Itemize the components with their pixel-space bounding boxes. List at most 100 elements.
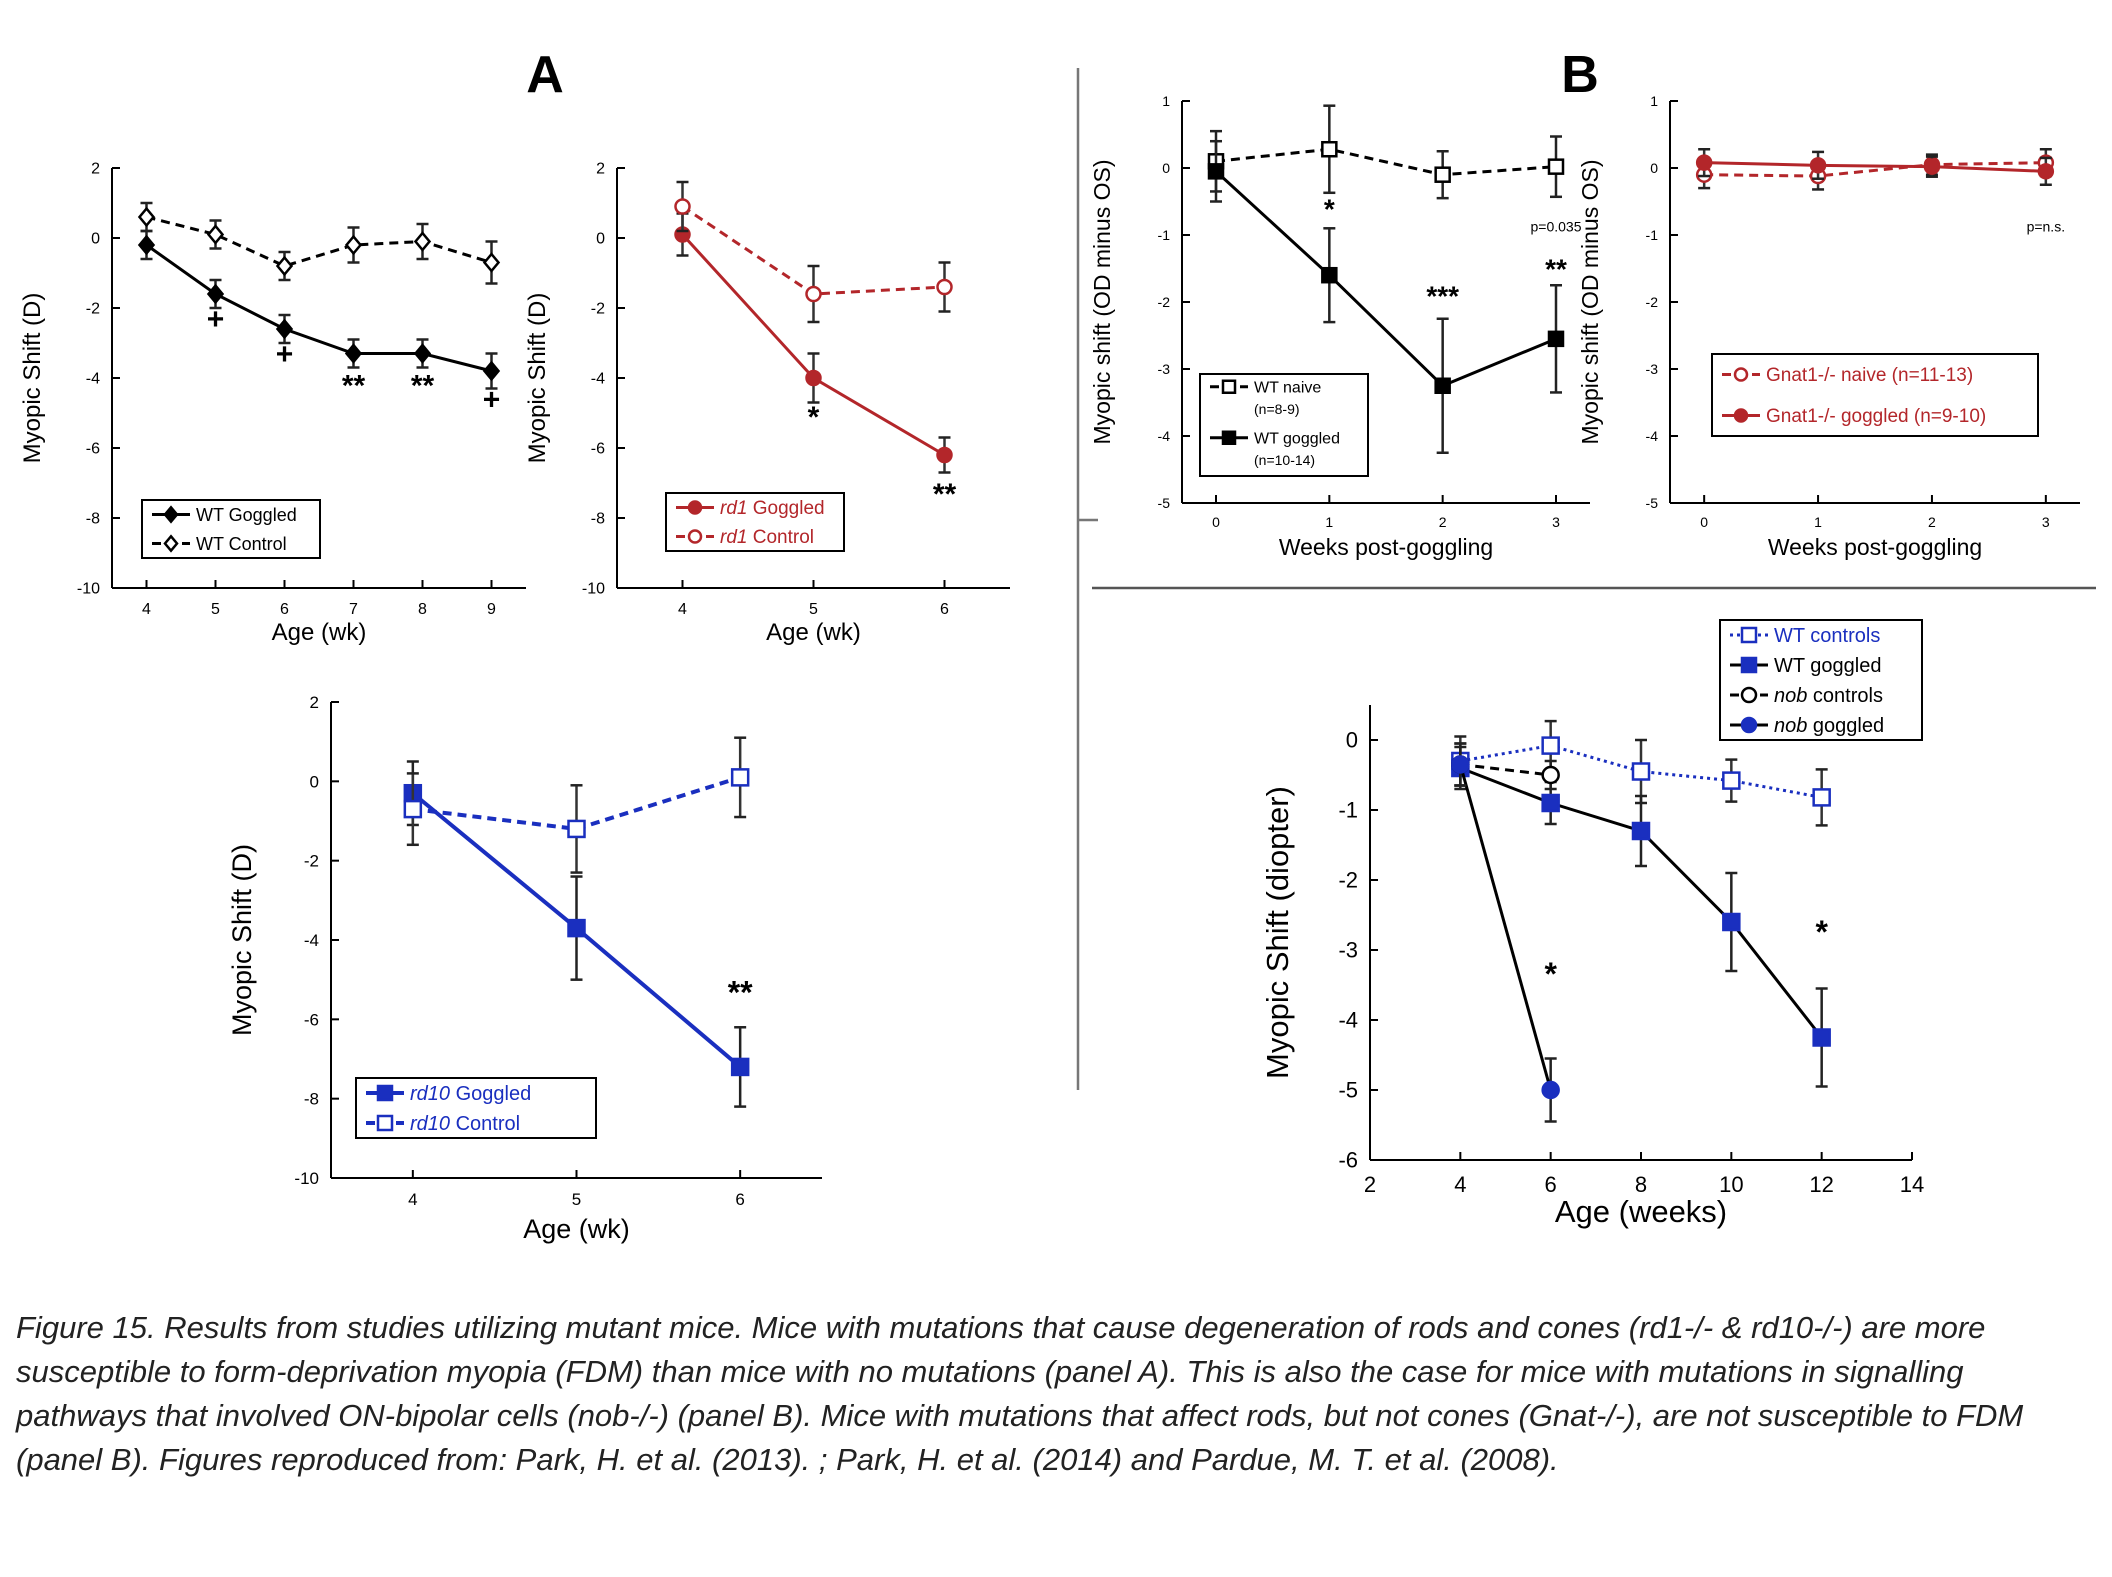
y-tick-label: -4 — [1646, 428, 1659, 444]
y-axis-label: Myopic Shift (D) — [524, 293, 551, 464]
data-point — [482, 252, 501, 273]
y-tick-label: -1 — [1338, 798, 1358, 823]
series-2 — [1207, 139, 1565, 454]
x-tick-label: 1 — [1814, 514, 1822, 530]
annotation: p=n.s. — [2027, 219, 2066, 235]
legend-marker — [1221, 379, 1237, 394]
series-line — [1704, 161, 2046, 173]
legend-label: Gnat1-/- goggled (n=9-10) — [1766, 406, 1986, 427]
annotation: * — [1544, 956, 1557, 992]
legend: WT Goggled WT Control — [141, 499, 321, 559]
series-line — [1458, 764, 1553, 1091]
x-tick-label: 0 — [1212, 514, 1220, 530]
legend: Gnat1-/- naive (n=11-13) Gnat1-/- goggled… — [1711, 353, 2039, 437]
data-point — [275, 318, 294, 340]
legend: WT naive (n=8-9) WT goggled (n=10-14) — [1199, 373, 1369, 477]
y-tick-label: -6 — [304, 1010, 319, 1029]
x-axis-label: Weeks post-goggling — [1279, 534, 1493, 560]
y-tick-label: -6 — [86, 441, 100, 458]
legend-marker — [1733, 408, 1749, 423]
y-tick-label: -8 — [86, 511, 100, 528]
y-axis-label: Myopic Shift (diopter) — [1260, 786, 1295, 1079]
series-1 — [137, 229, 501, 390]
y-tick-label: -6 — [1338, 1148, 1358, 1173]
y-axis-label: Myopic Shift (D) — [19, 293, 46, 464]
y-tick-label: -4 — [591, 371, 605, 388]
annotation: + — [207, 303, 225, 336]
data-point — [137, 206, 156, 228]
x-tick-label: 10 — [1719, 1172, 1743, 1197]
y-tick-label: 0 — [1650, 160, 1658, 176]
y-tick-label: -10 — [77, 581, 100, 598]
legend-label: rd10 Goggled — [410, 1083, 531, 1105]
x-tick-label: 4 — [408, 1190, 417, 1209]
x-tick-label: 8 — [1635, 1172, 1647, 1197]
annotation: p=0.035 — [1531, 219, 1582, 235]
x-tick-label: 5 — [809, 601, 818, 618]
legend: WT controls WT goggled nob controls nob gog… — [1719, 619, 1923, 741]
legend-box — [355, 1077, 597, 1139]
data-point — [1923, 158, 1941, 175]
y-tick-label: 0 — [91, 231, 100, 248]
data-point — [1812, 1028, 1831, 1047]
data-point — [1631, 821, 1651, 841]
x-tick-label: 5 — [572, 1190, 581, 1209]
x-axis-label: Age (weeks) — [1555, 1194, 1727, 1229]
annotation: * — [808, 401, 820, 434]
y-tick-label: -2 — [591, 301, 605, 318]
data-point — [730, 1057, 750, 1077]
x-axis-label: Age (wk) — [766, 619, 861, 646]
data-point — [1722, 771, 1741, 790]
legend-label: rd10 Control — [410, 1113, 520, 1135]
x-tick-label: 0 — [1700, 514, 1708, 530]
legend-label: WT goggled — [1254, 430, 1340, 447]
y-tick-label: -5 — [1338, 1078, 1358, 1103]
data-point — [413, 343, 432, 364]
y-tick-label: -2 — [1158, 294, 1171, 310]
y-tick-label: -10 — [294, 1169, 319, 1188]
data-point — [1631, 762, 1651, 781]
series-2 — [403, 736, 750, 874]
legend-marker — [1740, 626, 1758, 644]
y-axis-label: Myopic Shift (D) — [227, 844, 257, 1036]
data-point — [567, 918, 586, 938]
data-point — [403, 799, 423, 819]
x-axis-label: Age (wk) — [272, 619, 367, 646]
x-tick-label: 12 — [1809, 1172, 1833, 1197]
y-tick-label: 1 — [1650, 93, 1658, 109]
data-point — [1547, 330, 1565, 348]
data-point — [1541, 736, 1560, 755]
series-2 — [1695, 147, 2055, 186]
series-line — [1214, 170, 1557, 388]
series-line — [1460, 763, 1551, 777]
x-tick-label: 4 — [1454, 1172, 1466, 1197]
data-point — [1541, 793, 1560, 813]
series-line — [1215, 147, 1557, 177]
legend: rd10 Goggled rd10 Control — [355, 1077, 597, 1139]
series-2 — [137, 201, 501, 285]
legend-label: Gnat1-/- naive (n=11-13) — [1766, 365, 1973, 386]
x-tick-label: 6 — [940, 601, 949, 618]
chart-wt-naive: 0 1 2 3 1 0 -1 -2 -3 -4 -5 Weeks post-goggling Myopi… — [1089, 93, 1590, 560]
annotation: + — [483, 384, 501, 417]
y-tick-label: 2 — [596, 161, 605, 178]
x-tick-label: 4 — [142, 601, 151, 618]
data-point — [206, 224, 225, 245]
data-point — [275, 255, 294, 277]
legend-label: rd1 Goggled — [720, 498, 825, 519]
y-tick-label: -2 — [304, 852, 319, 871]
data-point — [1541, 1080, 1560, 1100]
x-tick-label: 2 — [1364, 1172, 1376, 1197]
annotation: + — [276, 338, 294, 371]
y-tick-label: 0 — [596, 231, 605, 248]
series-1 — [674, 212, 953, 474]
annotation: ** — [728, 974, 753, 1010]
series-1 — [1451, 719, 1831, 827]
legend-label: nob goggled — [1774, 715, 1884, 737]
legend-marker — [163, 534, 179, 553]
y-tick-label: -6 — [591, 441, 605, 458]
legend-marker — [1740, 716, 1758, 734]
x-tick-label: 6 — [1545, 1172, 1557, 1197]
y-tick-label: 1 — [1162, 93, 1170, 109]
x-tick-label: 8 — [418, 601, 427, 618]
